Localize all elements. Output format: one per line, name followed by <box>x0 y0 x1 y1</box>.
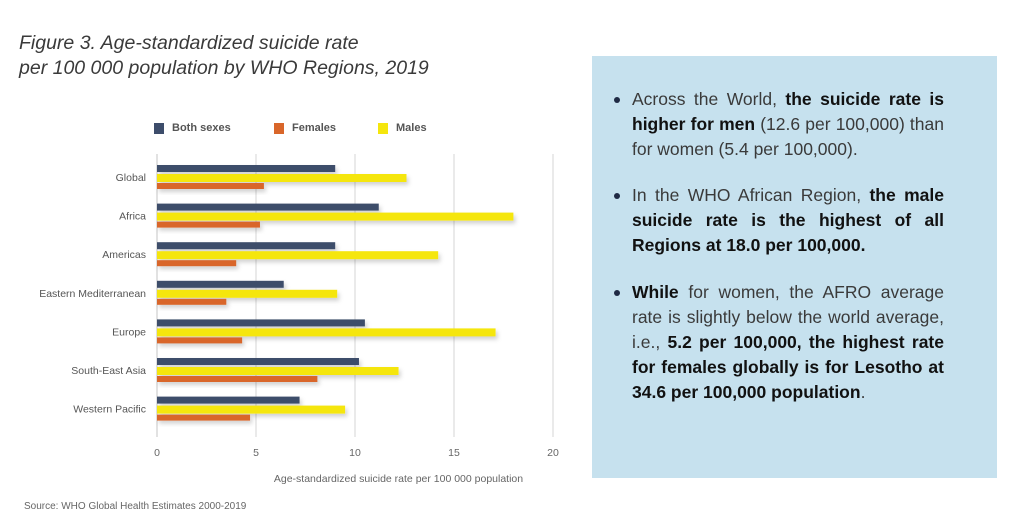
bar-both <box>157 396 300 404</box>
category-label: Eastern Mediterranean <box>39 288 146 300</box>
bullet-3: While for women, the AFRO average rate i… <box>614 280 944 405</box>
legend-item-females: Females <box>274 122 336 134</box>
legend-swatch-both-sexes <box>154 122 164 134</box>
bar-males <box>157 405 346 414</box>
legend-label-both-sexes: Both sexes <box>172 122 231 134</box>
bar-males <box>157 251 439 260</box>
bar-males <box>157 212 514 221</box>
bar-both <box>157 242 336 250</box>
figure-title: Figure 3. Age-standardized suicide rate … <box>19 31 429 81</box>
bullet-dot-icon <box>614 193 620 199</box>
bar-females <box>157 376 318 382</box>
bullet-3-text-b: . <box>860 382 866 402</box>
x-tick-label: 0 <box>154 447 160 459</box>
category-label: Americas <box>102 249 146 261</box>
bullet-1-text-b: (12.6 per 100,000) than for women (5.4 p… <box>632 114 944 159</box>
bullet-2-text: In the WHO African Region, <box>632 185 870 205</box>
bar-males <box>157 367 399 375</box>
legend-swatch-females <box>274 122 284 134</box>
figure-title-line-1: Figure 3. Age-standardized suicide rate <box>19 32 359 54</box>
category-label: South-East Asia <box>71 365 146 377</box>
bullet-dot-icon <box>614 290 620 296</box>
bar-females <box>157 183 264 189</box>
legend-label-females: Females <box>292 122 337 134</box>
legend-item-males: Males <box>378 122 427 134</box>
bar-chart: 0 5 10 15 20 Age-standardized suicide rate pe… <box>39 154 559 485</box>
key-facts-box: Across the World, the suicide rate is hi… <box>592 56 997 478</box>
bar-males <box>157 328 496 337</box>
bar-females <box>157 414 251 421</box>
bullet-dot-icon <box>614 97 620 103</box>
bar-both <box>157 358 359 365</box>
category-label: Western Pacific <box>73 404 146 416</box>
figure-title-line-2: per 100 000 population by WHO Regions, 2… <box>19 57 429 79</box>
x-axis-label: Age-standardized suicide rate per 100 00… <box>274 473 523 485</box>
bar-females <box>157 298 227 305</box>
x-tick-label: 15 <box>448 447 460 459</box>
legend-item-both-sexes: Both sexes <box>154 122 231 134</box>
bullet-1-bold: the suicide rate is higher for men <box>632 89 944 134</box>
bar-males <box>157 174 407 182</box>
bar-males <box>157 289 338 298</box>
bullet-3-bold-a: While <box>632 282 679 302</box>
bullet-2: In the WHO African Region, the male suic… <box>614 183 944 258</box>
bar-females <box>157 337 243 344</box>
bar-females <box>157 221 260 228</box>
bullet-1: Across the World, the suicide rate is hi… <box>614 87 944 162</box>
bullet-1-text-a: Across the World, <box>632 89 786 109</box>
bullet-3-text-a: for women, the AFRO average rate is slig… <box>632 282 944 352</box>
bar-both <box>157 165 336 172</box>
x-tick-label: 10 <box>349 447 361 459</box>
bullet-3-bold-b: 5.2 per 100,000, the highest rate for fe… <box>632 332 944 402</box>
category-label: Europe <box>112 326 146 338</box>
x-tick-label: 5 <box>253 447 259 459</box>
category-label: Global <box>116 172 146 184</box>
bar-females <box>157 260 237 267</box>
x-tick-label: 20 <box>547 447 559 459</box>
bar-both <box>157 319 365 327</box>
bar-both <box>157 280 284 288</box>
category-label: Africa <box>119 211 146 223</box>
bar-both <box>157 203 379 211</box>
legend-label-males: Males <box>396 122 427 134</box>
bullet-2-bold: the male suicide rate is the highest of … <box>632 185 944 255</box>
source-note: Source: WHO Global Health Estimates 2000… <box>24 501 247 512</box>
legend-swatch-males <box>378 122 388 134</box>
